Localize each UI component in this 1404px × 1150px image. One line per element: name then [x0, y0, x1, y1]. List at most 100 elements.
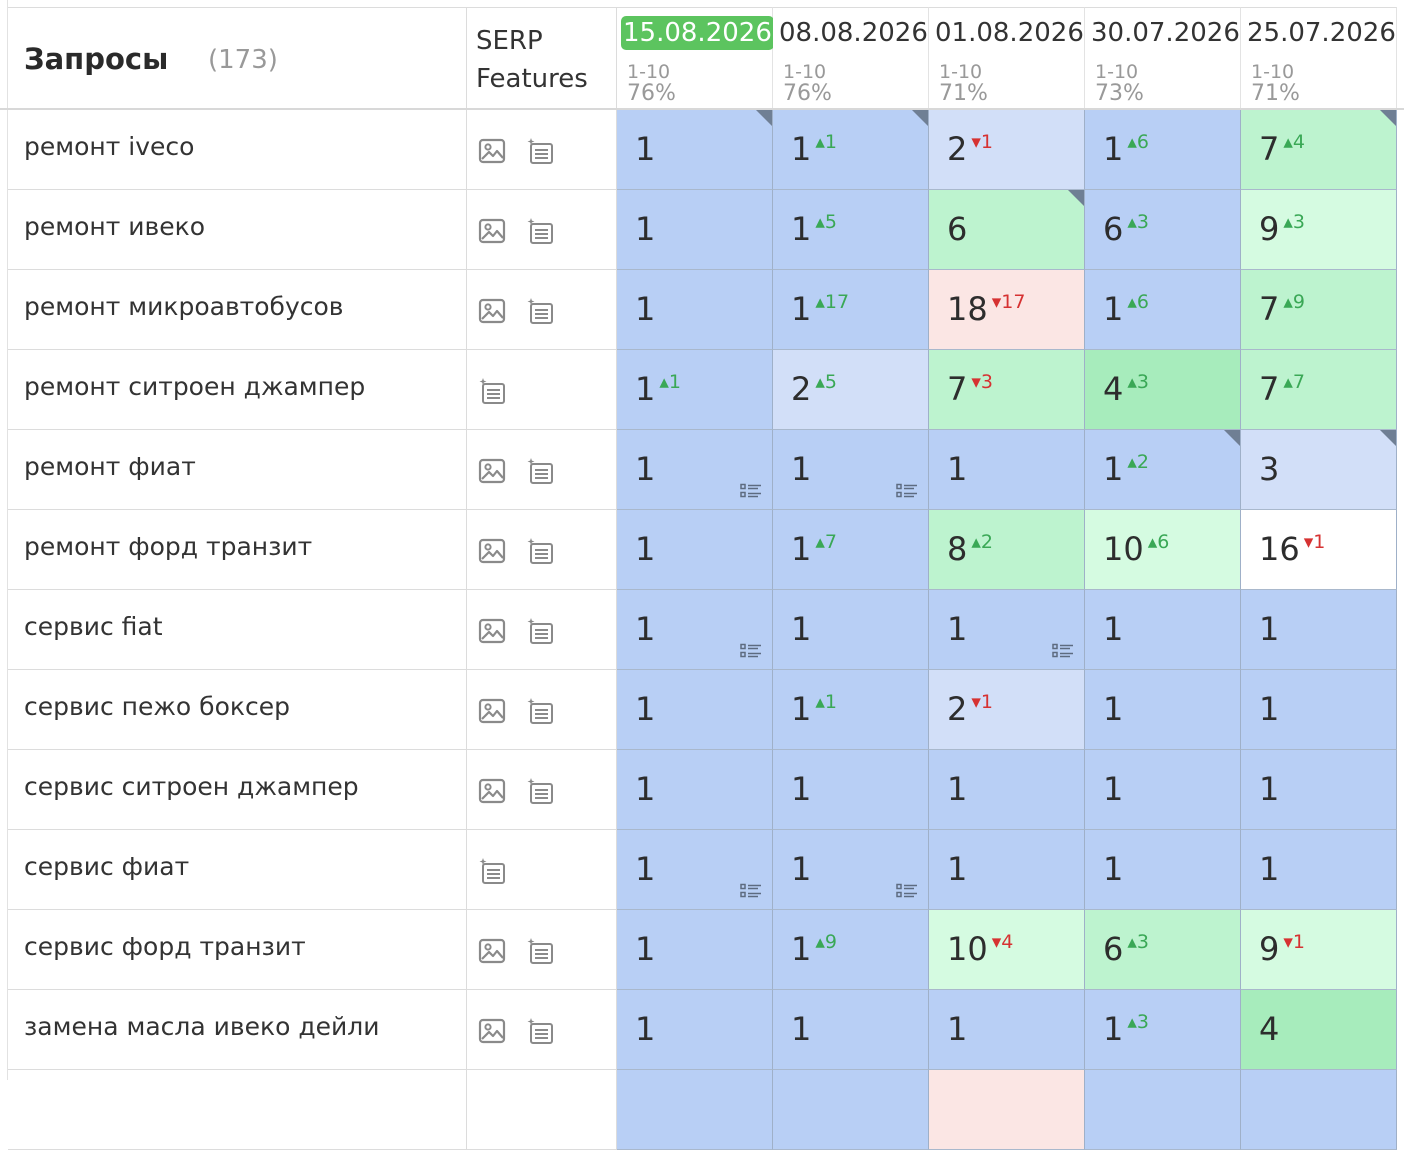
position-cell[interactable]: 1 — [773, 830, 929, 910]
query-cell[interactable]: ремонт микроавтобусов — [8, 270, 467, 350]
position-cell[interactable]: 2 ▾1 — [929, 670, 1085, 750]
date-column-header[interactable]: 01.08.2026 1-10 71% — [929, 7, 1085, 108]
position-cell[interactable]: 1 — [773, 990, 929, 1070]
note-corner-icon[interactable] — [1068, 190, 1084, 206]
position-cell[interactable] — [929, 1070, 1085, 1150]
position-cell[interactable]: 1 ▴1 — [773, 110, 929, 190]
position-cell[interactable]: 1 — [617, 990, 773, 1070]
featured-snippet-icon[interactable] — [525, 216, 555, 246]
featured-snippet-icon[interactable] — [477, 856, 507, 886]
snippet-list-icon[interactable] — [1052, 643, 1074, 659]
featured-snippet-icon[interactable] — [525, 1016, 555, 1046]
position-cell[interactable]: 1 ▴6 — [1085, 270, 1241, 350]
position-cell[interactable]: 1 — [929, 830, 1085, 910]
query-cell[interactable] — [8, 1070, 467, 1150]
position-cell[interactable]: 1 ▴17 — [773, 270, 929, 350]
position-cell[interactable]: 9 ▾1 — [1241, 910, 1397, 990]
position-cell[interactable] — [1085, 1070, 1241, 1150]
image-icon[interactable] — [477, 536, 507, 566]
position-cell[interactable]: 1 — [929, 430, 1085, 510]
position-cell[interactable]: 3 — [1241, 430, 1397, 510]
position-cell[interactable]: 1 — [773, 590, 929, 670]
position-cell[interactable]: 4 ▴3 — [1085, 350, 1241, 430]
position-cell[interactable]: 16 ▾1 — [1241, 510, 1397, 590]
position-cell[interactable]: 1 — [617, 750, 773, 830]
position-cell[interactable]: 1 — [1085, 590, 1241, 670]
snippet-list-icon[interactable] — [740, 643, 762, 659]
featured-snippet-icon[interactable] — [525, 936, 555, 966]
position-cell[interactable]: 1 — [617, 670, 773, 750]
note-corner-icon[interactable] — [756, 110, 772, 126]
position-cell[interactable]: 1 — [929, 750, 1085, 830]
position-cell[interactable]: 1 — [617, 110, 773, 190]
position-cell[interactable]: 1 ▴7 — [773, 510, 929, 590]
position-cell[interactable] — [1241, 1070, 1397, 1150]
position-cell[interactable]: 7 ▴4 — [1241, 110, 1397, 190]
position-cell[interactable]: 1 ▴5 — [773, 190, 929, 270]
snippet-list-icon[interactable] — [896, 483, 918, 499]
position-cell[interactable]: 1 ▴2 — [1085, 430, 1241, 510]
position-cell[interactable]: 1 — [1241, 670, 1397, 750]
image-icon[interactable] — [477, 776, 507, 806]
image-icon[interactable] — [477, 616, 507, 646]
position-cell[interactable]: 1 — [1241, 750, 1397, 830]
image-icon[interactable] — [477, 1016, 507, 1046]
position-cell[interactable]: 1 — [1085, 830, 1241, 910]
position-cell[interactable]: 8 ▴2 — [929, 510, 1085, 590]
position-cell[interactable]: 1 — [617, 270, 773, 350]
date-column-header[interactable]: 25.07.2026 1-10 71% — [1241, 7, 1397, 108]
position-cell[interactable] — [617, 1070, 773, 1150]
query-cell[interactable]: сервис ситроен джампер — [8, 750, 467, 830]
query-cell[interactable]: ремонт ивеко — [8, 190, 467, 270]
position-cell[interactable]: 1 ▴1 — [617, 350, 773, 430]
query-cell[interactable]: сервис fiat — [8, 590, 467, 670]
position-cell[interactable]: 1 — [1241, 830, 1397, 910]
position-cell[interactable]: 1 — [929, 990, 1085, 1070]
featured-snippet-icon[interactable] — [477, 376, 507, 406]
position-cell[interactable]: 1 — [773, 750, 929, 830]
query-cell[interactable]: сервис форд транзит — [8, 910, 467, 990]
position-cell[interactable]: 18 ▾17 — [929, 270, 1085, 350]
query-cell[interactable]: замена масла ивеко дейли — [8, 990, 467, 1070]
position-cell[interactable]: 1 — [773, 430, 929, 510]
note-corner-icon[interactable] — [1380, 430, 1396, 446]
note-corner-icon[interactable] — [1380, 110, 1396, 126]
position-cell[interactable]: 6 ▴3 — [1085, 190, 1241, 270]
position-cell[interactable]: 1 ▴6 — [1085, 110, 1241, 190]
snippet-list-icon[interactable] — [740, 883, 762, 899]
featured-snippet-icon[interactable] — [525, 536, 555, 566]
position-cell[interactable]: 1 — [617, 830, 773, 910]
position-cell[interactable]: 1 — [1085, 750, 1241, 830]
date-column-header[interactable]: 30.07.2026 1-10 73% — [1085, 7, 1241, 108]
featured-snippet-icon[interactable] — [525, 456, 555, 486]
position-cell[interactable]: 1 — [617, 430, 773, 510]
date-column-header[interactable]: 15.08.2026 1-10 76% — [617, 7, 774, 108]
position-cell[interactable]: 1 ▴1 — [773, 670, 929, 750]
image-icon[interactable] — [477, 216, 507, 246]
position-cell[interactable]: 2 ▴5 — [773, 350, 929, 430]
note-corner-icon[interactable] — [912, 110, 928, 126]
position-cell[interactable]: 6 — [929, 190, 1085, 270]
query-cell[interactable]: ремонт фиат — [8, 430, 467, 510]
query-cell[interactable]: ремонт ситроен джампер — [8, 350, 467, 430]
image-icon[interactable] — [477, 296, 507, 326]
date-column-header[interactable]: 08.08.2026 1-10 76% — [773, 7, 929, 108]
position-cell[interactable]: 10 ▾4 — [929, 910, 1085, 990]
snippet-list-icon[interactable] — [896, 883, 918, 899]
position-cell[interactable]: 7 ▴9 — [1241, 270, 1397, 350]
queries-header[interactable]: Запросы (173) — [8, 7, 467, 108]
position-cell[interactable]: 1 — [617, 190, 773, 270]
featured-snippet-icon[interactable] — [525, 136, 555, 166]
featured-snippet-icon[interactable] — [525, 696, 555, 726]
query-cell[interactable]: сервис фиат — [8, 830, 467, 910]
position-cell[interactable]: 6 ▴3 — [1085, 910, 1241, 990]
position-cell[interactable]: 1 ▴9 — [773, 910, 929, 990]
position-cell[interactable]: 1 — [617, 510, 773, 590]
snippet-list-icon[interactable] — [740, 483, 762, 499]
query-cell[interactable]: ремонт iveco — [8, 110, 467, 190]
query-cell[interactable]: ремонт форд транзит — [8, 510, 467, 590]
position-cell[interactable]: 1 — [1085, 670, 1241, 750]
image-icon[interactable] — [477, 456, 507, 486]
position-cell[interactable]: 10 ▴6 — [1085, 510, 1241, 590]
featured-snippet-icon[interactable] — [525, 296, 555, 326]
